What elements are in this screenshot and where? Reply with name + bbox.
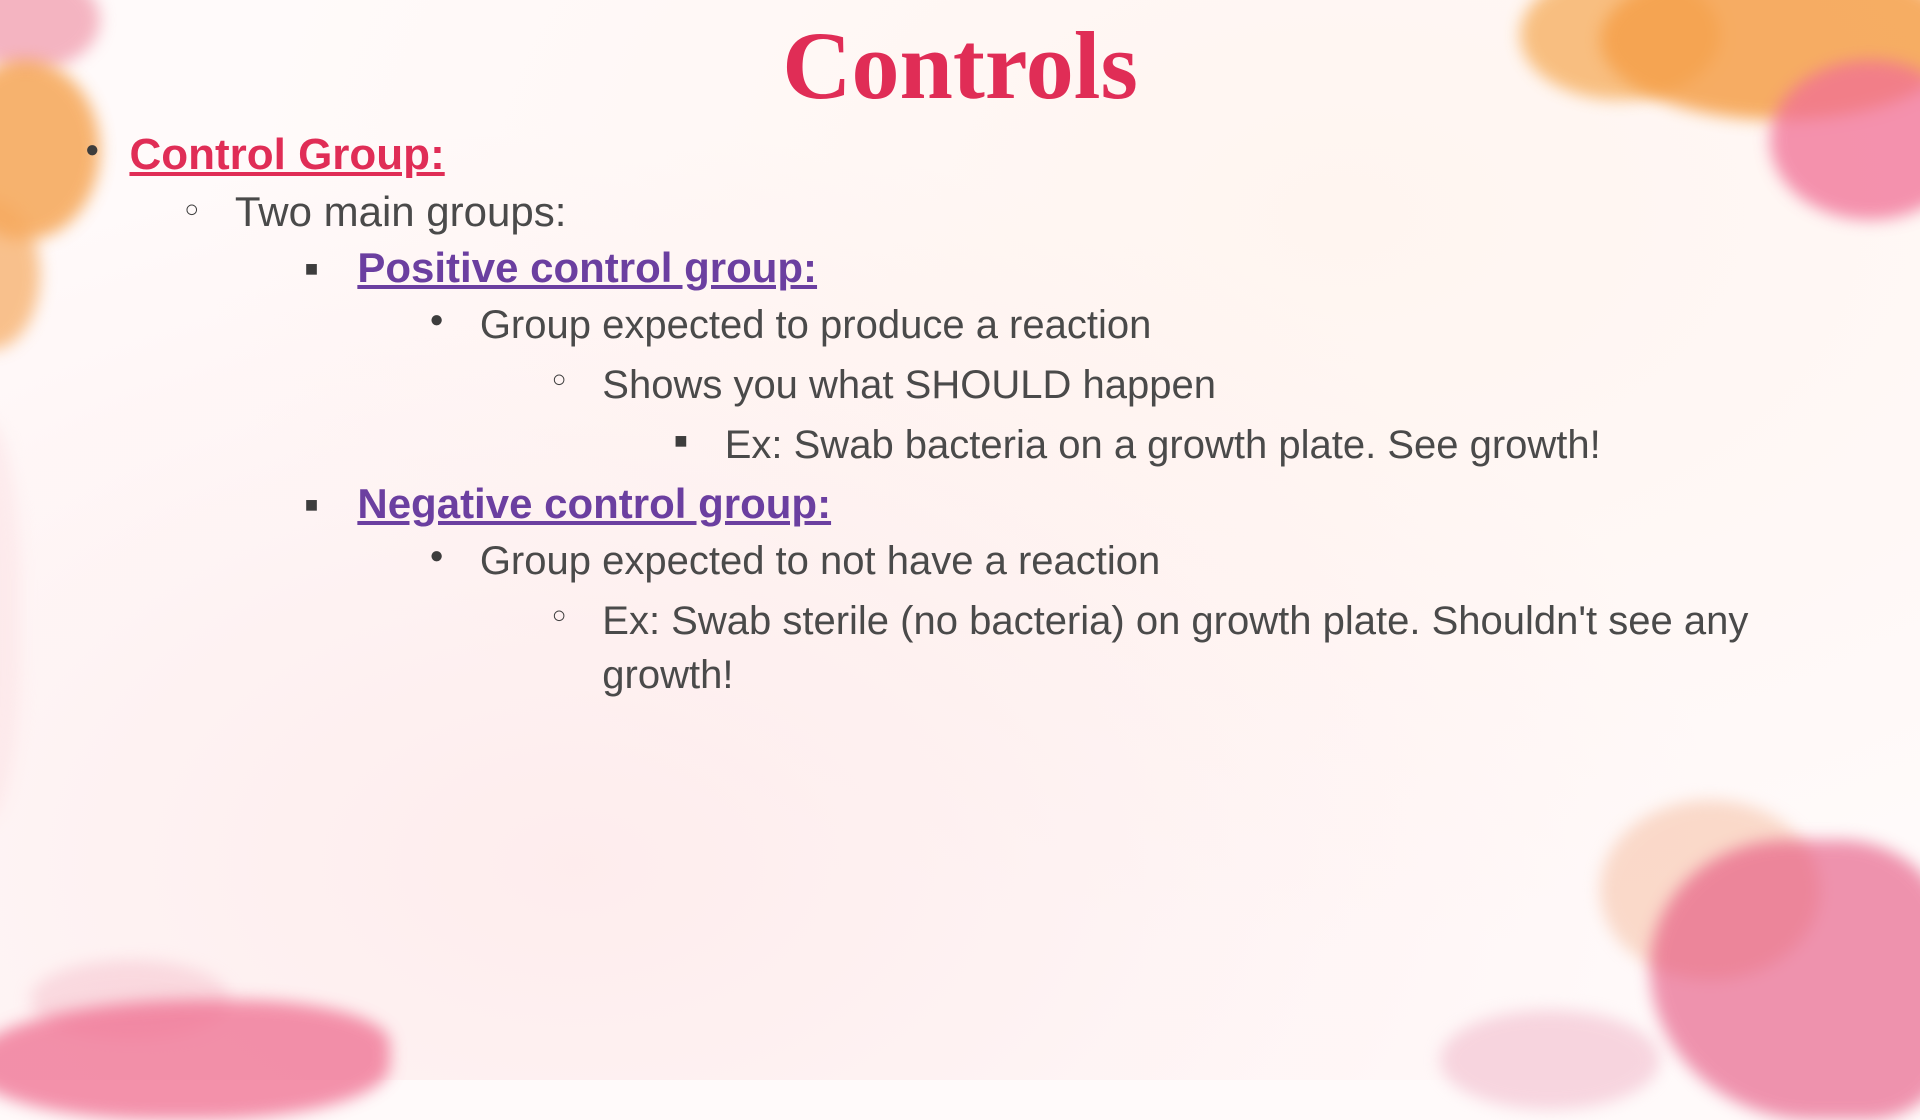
negative-line1: Group expected to not have a reaction [480, 539, 1160, 583]
watercolor-splash [0, 1000, 390, 1120]
negative-control-heading: Negative control group: [357, 480, 831, 527]
control-group-heading: Control Group: [129, 130, 444, 179]
positive-line1: Group expected to produce a reaction [480, 303, 1152, 347]
watercolor-splash [0, 420, 20, 820]
list-item: Positive control group: Group expected t… [305, 244, 1829, 472]
intro-line: Two main groups: [235, 188, 567, 235]
watercolor-splash [1650, 840, 1920, 1120]
positive-control-heading: Positive control group: [357, 244, 817, 291]
slide-content: Control Group: Two main groups: Positive… [85, 130, 1840, 702]
slide-title: Controls [0, 10, 1920, 121]
list-item: Group expected to produce a reaction Sho… [429, 298, 1823, 472]
list-item: Negative control group: Group expected t… [305, 480, 1829, 702]
negative-example: Ex: Swab sterile (no bacteria) on growth… [602, 599, 1748, 697]
list-item: Group expected to not have a reaction Ex… [429, 534, 1823, 702]
list-item: Control Group: Two main groups: Positive… [85, 130, 1840, 702]
list-item: Ex: Swab sterile (no bacteria) on growth… [552, 594, 1818, 702]
list-item: Two main groups: Positive control group: [184, 188, 1834, 702]
list-item: Ex: Swab bacteria on a growth plate. See… [674, 418, 1812, 472]
positive-line2: Shows you what SHOULD happen [602, 363, 1216, 407]
list-item: Shows you what SHOULD happen Ex: Swab ba… [552, 358, 1818, 472]
watercolor-splash [1440, 1010, 1660, 1110]
positive-example: Ex: Swab bacteria on a growth plate. See… [725, 423, 1601, 467]
